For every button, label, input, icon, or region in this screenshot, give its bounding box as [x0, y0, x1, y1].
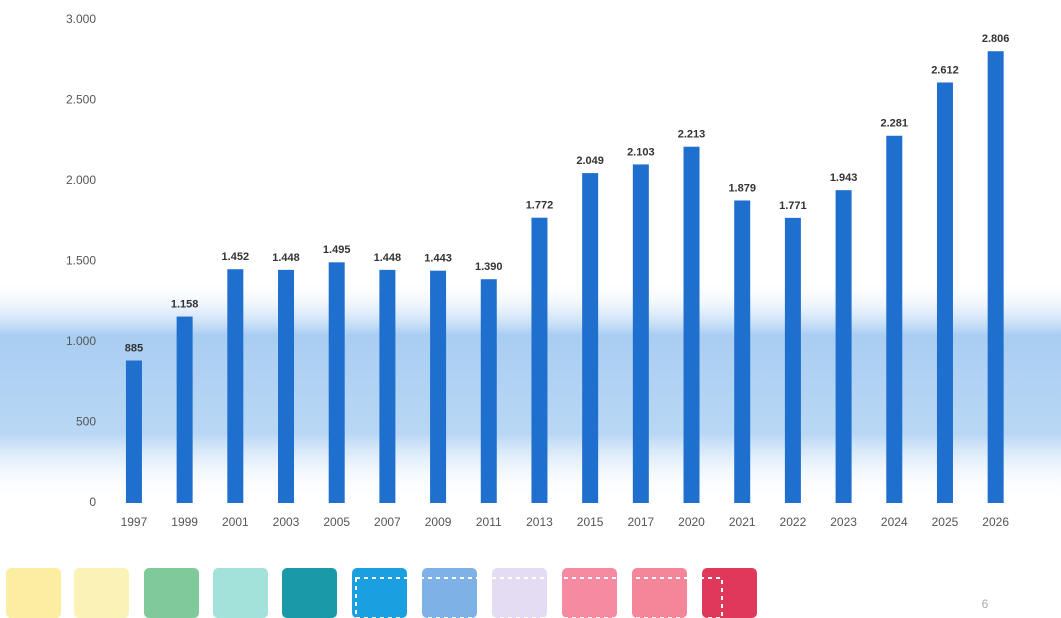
bar: [582, 173, 599, 503]
bar: [531, 217, 548, 503]
x-tick-label: 2020: [678, 515, 705, 529]
x-tick-label: 2003: [273, 515, 300, 529]
x-tick-label: 1999: [171, 515, 198, 529]
page-number: 6: [982, 597, 989, 611]
y-tick-label: 0: [89, 495, 96, 509]
bar: [379, 269, 396, 503]
y-tick-label: 2.500: [66, 93, 96, 107]
bar: [328, 262, 345, 503]
x-tick-label: 2005: [323, 515, 350, 529]
x-tick-label: 2001: [222, 515, 249, 529]
value-label: 1.443: [424, 253, 452, 265]
value-label: 2.281: [881, 118, 909, 130]
value-label: 1.158: [171, 298, 199, 310]
x-tick-label: 2026: [982, 515, 1009, 529]
bar: [886, 135, 903, 503]
x-tick-label: 2015: [577, 515, 604, 529]
x-tick-label: 2025: [932, 515, 959, 529]
value-label: 1.772: [526, 200, 554, 212]
value-label: 1.452: [222, 251, 250, 263]
x-tick-label: 2011: [476, 515, 502, 529]
bar: [936, 82, 953, 503]
bar: [734, 200, 751, 503]
bar: [480, 279, 497, 503]
bar: [784, 217, 801, 503]
value-label: 1.771: [779, 200, 807, 212]
bar: [125, 360, 142, 503]
bar: [683, 146, 700, 503]
x-tick-label: 2017: [627, 515, 654, 529]
bar: [176, 316, 193, 503]
value-label: 885: [125, 342, 143, 354]
y-tick-label: 1.500: [66, 254, 96, 268]
value-label: 2.612: [931, 64, 959, 76]
value-label: 1.448: [272, 252, 300, 264]
x-tick-label: 2009: [425, 515, 452, 529]
value-label: 1.448: [374, 252, 402, 264]
value-label: 1.390: [475, 261, 503, 273]
x-tick-label: 2023: [830, 515, 857, 529]
y-tick-label: 500: [76, 415, 96, 429]
value-label: 2.103: [627, 146, 655, 158]
x-tick-label: 2021: [729, 515, 756, 529]
value-label: 2.213: [678, 129, 706, 141]
x-tick-label: 2024: [881, 515, 908, 529]
bar: [632, 164, 649, 504]
x-tick-label: 2013: [526, 515, 553, 529]
x-tick-label: 2022: [780, 515, 807, 529]
x-tick-label: 1997: [121, 515, 148, 529]
bar: [430, 270, 447, 503]
x-tick-label: 2007: [374, 515, 401, 529]
bar: [278, 269, 295, 503]
value-label: 1.495: [323, 244, 351, 256]
bar: [227, 269, 244, 503]
color-swatches: [6, 568, 757, 618]
bar: [835, 190, 852, 503]
y-tick-label: 1.000: [66, 334, 96, 348]
y-tick-label: 3.000: [66, 12, 96, 26]
bar: [987, 51, 1004, 503]
value-label: 1.943: [830, 172, 858, 184]
value-label: 2.049: [576, 155, 604, 167]
value-label: 2.806: [982, 33, 1010, 45]
y-tick-label: 2.000: [66, 173, 96, 187]
value-label: 1.879: [728, 182, 756, 194]
